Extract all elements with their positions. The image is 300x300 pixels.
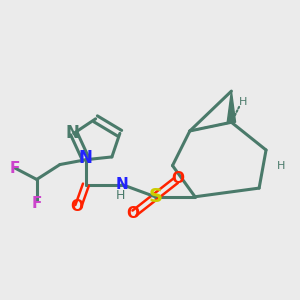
Text: O: O (126, 206, 139, 220)
Text: N: N (79, 149, 93, 167)
Text: S: S (148, 187, 162, 206)
Text: H: H (239, 97, 248, 106)
Text: O: O (70, 199, 83, 214)
Text: F: F (32, 196, 42, 211)
Text: O: O (171, 171, 184, 186)
Text: N: N (65, 124, 79, 142)
Text: H: H (276, 160, 285, 171)
Text: N: N (116, 177, 129, 192)
Polygon shape (227, 91, 236, 122)
Text: H: H (116, 188, 125, 202)
Text: F: F (10, 160, 20, 175)
